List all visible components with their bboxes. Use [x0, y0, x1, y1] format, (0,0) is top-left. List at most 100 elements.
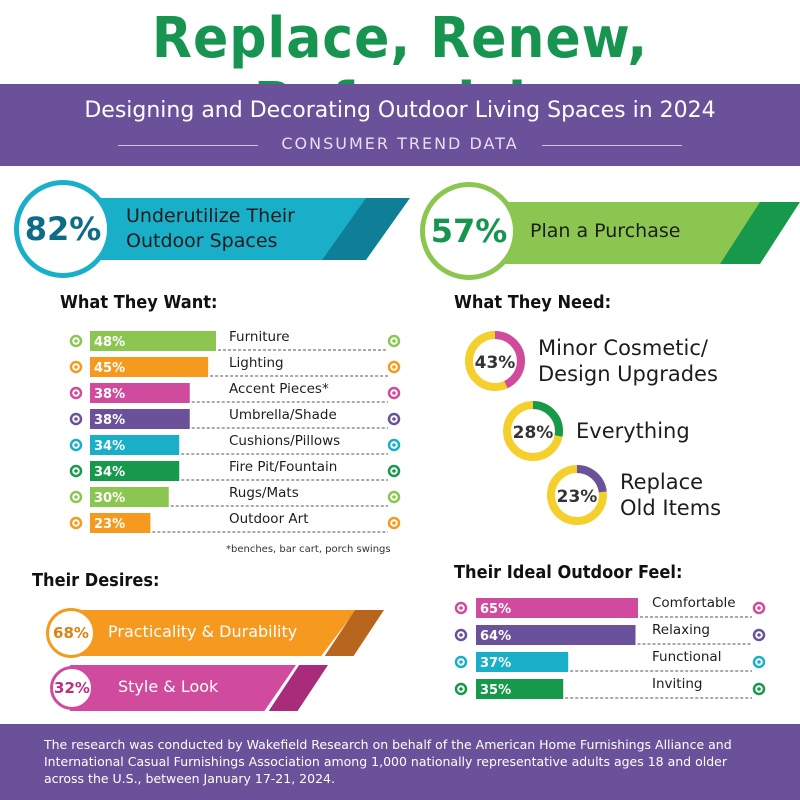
need-label-line1: Everything: [576, 419, 690, 443]
stat-82-circle: 82%: [14, 180, 112, 278]
bar-relaxing: [476, 625, 636, 645]
bar-rugs-mats: [90, 487, 169, 507]
bar-value-label: 64%: [480, 629, 511, 644]
need-label-line2: Design Upgrades: [538, 362, 718, 386]
bullet-dot-center: [392, 391, 396, 395]
need-label: Everything: [576, 418, 690, 444]
desire-value: 68%: [46, 608, 96, 658]
bar-category-label: Relaxing: [652, 622, 710, 638]
heading-their-desires: Their Desires:: [32, 570, 160, 591]
footnote: *benches, bar cart, porch swings: [226, 544, 391, 555]
bar-category-label: Lighting: [229, 355, 284, 371]
banner-left-text: Underutilize Their Outdoor Spaces: [126, 204, 295, 254]
bar-category-label: Outdoor Art: [229, 511, 308, 527]
bullet-dot-center: [459, 606, 463, 610]
bar-category-label: Inviting: [652, 676, 702, 692]
need-label-line1: Minor Cosmetic/: [538, 336, 708, 360]
bar-umbrella-shade: [90, 409, 190, 429]
bar-category-label: Umbrella/Shade: [229, 407, 337, 423]
bullet-dot-center: [392, 443, 396, 447]
divider-right: [542, 145, 682, 146]
bar-value-label: 37%: [480, 656, 511, 671]
need-label: Replace Old Items: [620, 469, 721, 521]
need-item: 23% Replace Old Items: [546, 464, 721, 526]
stat-57-circle: 57%: [420, 182, 518, 280]
need-label: Minor Cosmetic/Design Upgrades: [538, 335, 718, 387]
bar-cushions-pillows: [90, 435, 180, 455]
bar-value-label: 38%: [94, 413, 125, 428]
bar-value-label: 30%: [94, 491, 125, 506]
footer-band: The research was conducted by Wakefield …: [0, 724, 800, 800]
bullet-dot-center: [392, 417, 396, 421]
bullet-dot-center: [74, 521, 78, 525]
bar-category-label: Comfortable: [652, 595, 736, 611]
donut-value: 28%: [513, 423, 554, 443]
bar-category-label: Fire Pit/Fountain: [229, 459, 337, 475]
desire-practicality: 68% Practicality & Durability: [46, 608, 386, 658]
bar-value-label: 23%: [94, 517, 125, 532]
heading-ideal-feel: Their Ideal Outdoor Feel:: [454, 562, 683, 583]
bar-inviting: [476, 679, 564, 699]
banner-left-line1: Underutilize Their: [126, 205, 295, 227]
bar-comfortable: [476, 598, 638, 618]
banner-right-text: Plan a Purchase: [530, 220, 681, 242]
banner-left-line2: Outdoor Spaces: [126, 230, 278, 252]
need-item: 43% Minor Cosmetic/Design Upgrades: [464, 330, 718, 392]
bar-value-label: 45%: [94, 361, 125, 376]
donut-slice: [503, 401, 563, 461]
bar-category-label: Rugs/Mats: [229, 485, 299, 501]
desire-bar: [66, 610, 356, 656]
bar-value-label: 48%: [94, 335, 125, 350]
bullet-dot-center: [74, 391, 78, 395]
bar-fire-pit-fountain: [90, 461, 180, 481]
donut-value: 23%: [557, 487, 598, 507]
bar-accent-pieces-: [90, 383, 190, 403]
bar-lighting: [90, 357, 209, 377]
bullet-dot-center: [392, 495, 396, 499]
bullet-dot-center: [74, 417, 78, 421]
heading-what-they-want: What They Want:: [60, 292, 218, 313]
bullet-dot-center: [74, 469, 78, 473]
bullet-dot-center: [757, 606, 761, 610]
bar-category-label: Functional: [652, 649, 721, 665]
bar-furniture: [90, 331, 216, 351]
desire-label: Style & Look: [118, 677, 219, 696]
desire-value: 32%: [50, 666, 94, 710]
bullet-dot-center: [74, 365, 78, 369]
subtitle: Designing and Decorating Outdoor Living …: [84, 98, 716, 123]
bar-category-label: Furniture: [229, 329, 290, 345]
donut-chart: 28%: [503, 401, 563, 461]
footer-text: The research was conducted by Wakefield …: [44, 737, 732, 786]
bullet-dot-center: [392, 521, 396, 525]
bar-category-label: Cushions/Pillows: [229, 433, 340, 449]
divider-left: [118, 145, 258, 146]
bullet-dot-center: [757, 660, 761, 664]
donut-slice: [547, 465, 607, 525]
bullet-dot-center: [74, 339, 78, 343]
bullet-dot-center: [459, 633, 463, 637]
heading-what-they-need: What They Need:: [454, 292, 612, 313]
bullet-dot-center: [74, 443, 78, 447]
bar-value-label: 34%: [94, 465, 125, 480]
bar-value-label: 65%: [480, 602, 511, 617]
bar-value-label: 35%: [480, 683, 511, 698]
header-band: Designing and Decorating Outdoor Living …: [0, 84, 800, 166]
need-item: 28% Everything: [502, 400, 690, 462]
bullet-dot-center: [392, 469, 396, 473]
donut-slice: [465, 331, 525, 391]
desire-label: Practicality & Durability: [108, 622, 298, 641]
desire-style: 32% Style & Look: [50, 665, 350, 711]
bar-functional: [476, 652, 569, 672]
bullet-dot-center: [392, 339, 396, 343]
donut-value: 43%: [475, 353, 516, 373]
banner-strip: [470, 202, 770, 264]
need-label-line1: Replace: [620, 470, 704, 494]
donut-chart: 23%: [547, 465, 607, 525]
tagline: CONSUMER TREND DATA: [281, 134, 519, 153]
desire-bar: [70, 665, 296, 711]
bar-value-label: 38%: [94, 387, 125, 402]
banner-underutilize: 82% Underutilize Their Outdoor Spaces: [0, 180, 420, 278]
bar-value-label: 34%: [94, 439, 125, 454]
need-label-line2: Old Items: [620, 496, 722, 520]
